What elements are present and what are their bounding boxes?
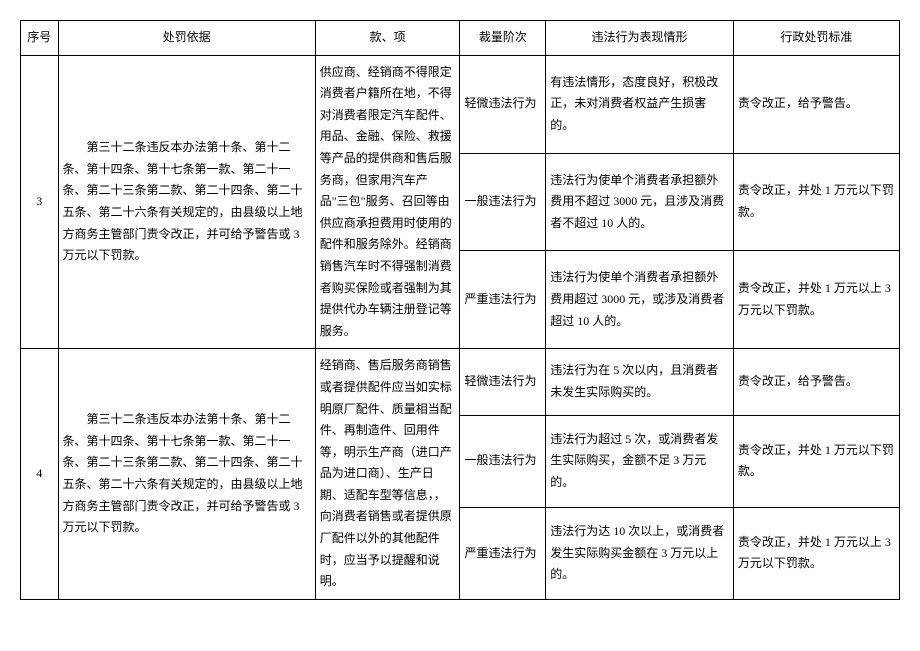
cell-situation: 违法行为在 5 次以内，且消费者未发生实际购买的。 bbox=[546, 349, 734, 415]
table-row: 3 第三十二条违反本办法第十条、第十二条、第十四条、第十七条第一款、第二十一条、… bbox=[21, 55, 900, 153]
cell-standard: 责令改正，并处 1 万元以下罚款。 bbox=[733, 153, 899, 251]
cell-clause: 经销商、售后服务商销售或者提供配件应当如实标明原厂配件、质量相当配件、再制造件、… bbox=[315, 349, 460, 600]
cell-situation: 违法行为超过 5 次，或消费者发生实际购买，金额不足 3 万元的。 bbox=[546, 415, 734, 507]
table-row: 4 第三十二条违反本办法第十条、第十二条、第十四条、第十七条第一款、第二十一条、… bbox=[21, 349, 900, 415]
cell-situation: 违法行为达 10 次以上，或消费者发生实际购买金额在 3 万元以上的。 bbox=[546, 507, 734, 599]
cell-basis: 第三十二条违反本办法第十条、第十二条、第十四条、第十七条第一款、第二十一条、第二… bbox=[58, 55, 315, 349]
cell-level: 轻微违法行为 bbox=[460, 55, 546, 153]
header-situation: 违法行为表现情形 bbox=[546, 21, 734, 56]
cell-seq: 3 bbox=[21, 55, 59, 349]
table-header-row: 序号 处罚依据 款、项 裁量阶次 违法行为表现情形 行政处罚标准 bbox=[21, 21, 900, 56]
header-level: 裁量阶次 bbox=[460, 21, 546, 56]
cell-basis: 第三十二条违反本办法第十条、第十二条、第十四条、第十七条第一款、第二十一条、第二… bbox=[58, 349, 315, 600]
cell-standard: 责令改正，并处 1 万元以上 3 万元以下罚款。 bbox=[733, 507, 899, 599]
header-seq: 序号 bbox=[21, 21, 59, 56]
cell-standard: 责令改正，给予警告。 bbox=[733, 55, 899, 153]
cell-level: 轻微违法行为 bbox=[460, 349, 546, 415]
header-basis: 处罚依据 bbox=[58, 21, 315, 56]
cell-seq: 4 bbox=[21, 349, 59, 600]
cell-clause: 供应商、经销商不得限定消费者户籍所在地，不得对消费者限定汽车配件、用品、金融、保… bbox=[315, 55, 460, 349]
cell-level: 严重违法行为 bbox=[460, 251, 546, 349]
cell-level: 一般违法行为 bbox=[460, 415, 546, 507]
header-standard: 行政处罚标准 bbox=[733, 21, 899, 56]
cell-situation: 违法行为使单个消费者承担额外费用超过 3000 元，或涉及消费者超过 10 人的… bbox=[546, 251, 734, 349]
cell-standard: 责令改正，并处 1 万元以下罚款。 bbox=[733, 415, 899, 507]
cell-situation: 有违法情形，态度良好，积极改正，未对消费者权益产生损害的。 bbox=[546, 55, 734, 153]
cell-situation: 违法行为使单个消费者承担额外费用不超过 3000 元，且涉及消费者不超过 10 … bbox=[546, 153, 734, 251]
cell-standard: 责令改正，给予警告。 bbox=[733, 349, 899, 415]
header-clause: 款、项 bbox=[315, 21, 460, 56]
cell-level: 一般违法行为 bbox=[460, 153, 546, 251]
cell-standard: 责令改正，并处 1 万元以上 3 万元以下罚款。 bbox=[733, 251, 899, 349]
penalty-table: 序号 处罚依据 款、项 裁量阶次 违法行为表现情形 行政处罚标准 3 第三十二条… bbox=[20, 20, 900, 600]
cell-level: 严重违法行为 bbox=[460, 507, 546, 599]
